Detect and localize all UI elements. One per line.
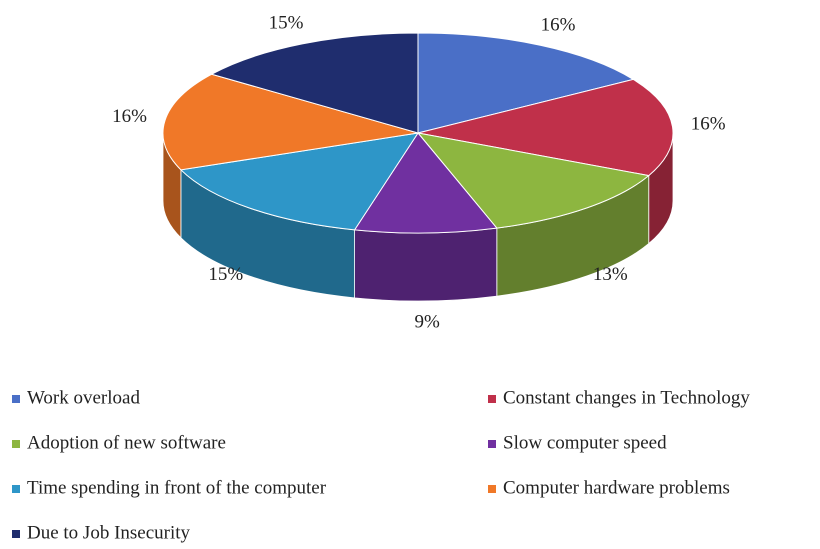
legend-label: Slow computer speed xyxy=(503,432,667,453)
legend-label: Time spending in front of the computer xyxy=(27,477,327,498)
legend-marker xyxy=(488,485,496,493)
legend-marker xyxy=(488,395,496,403)
pie-slice xyxy=(353,132,498,234)
pie-slice xyxy=(162,73,419,171)
legend-marker xyxy=(12,440,20,448)
pie-slice xyxy=(417,32,635,134)
data-label: 13% xyxy=(593,264,628,285)
legend-marker xyxy=(488,440,496,448)
data-label: 9% xyxy=(414,311,440,332)
labels: 16% 16% 13% 9% 15% 16% 15% xyxy=(112,13,726,333)
legend-label: Computer hardware problems xyxy=(503,477,730,498)
pie-slice xyxy=(210,32,419,134)
data-label: 16% xyxy=(691,114,726,135)
legend-marker xyxy=(12,485,20,493)
legend-marker xyxy=(12,530,20,538)
legend-label: Constant changes in Technology xyxy=(503,387,750,408)
legend: Work overload Constant changes in Technol… xyxy=(12,387,750,543)
data-label: 16% xyxy=(112,106,147,127)
pie-slice xyxy=(416,132,650,229)
data-label: 15% xyxy=(208,264,243,285)
legend-marker xyxy=(12,395,20,403)
data-label: 15% xyxy=(269,13,304,34)
pie-slice xyxy=(179,132,420,231)
pie-side xyxy=(354,227,498,302)
legend-label: Due to Job Insecurity xyxy=(27,522,191,543)
legend-label: Work overload xyxy=(27,387,140,408)
data-label: 16% xyxy=(541,14,576,35)
pie-sides xyxy=(162,132,674,302)
legend-label: Adoption of new software xyxy=(27,432,226,453)
pie-tops xyxy=(162,32,674,234)
pie-slice xyxy=(417,78,674,177)
